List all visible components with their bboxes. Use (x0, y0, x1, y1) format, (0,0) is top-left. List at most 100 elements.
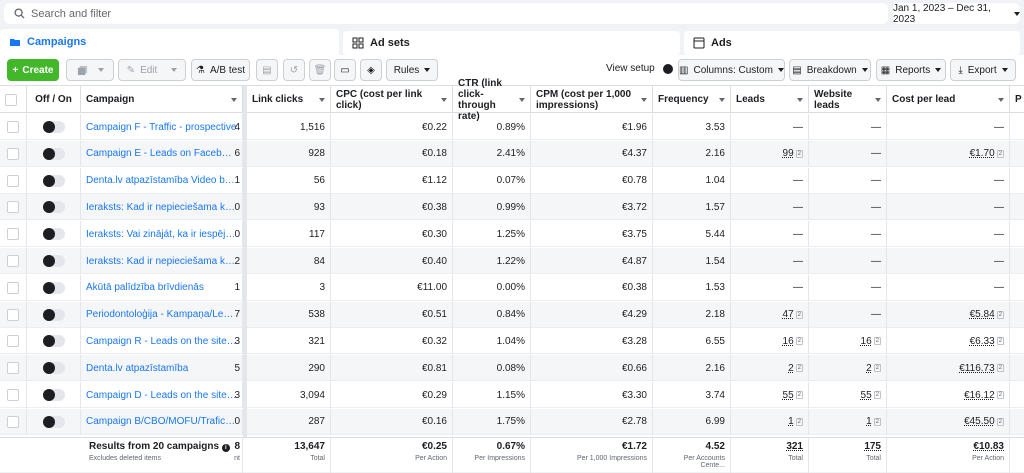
duplicate-button[interactable] (66, 59, 114, 81)
cell-website-leads-value[interactable]: 55 (860, 389, 872, 401)
table-row[interactable]: Periodontoloģija - Kampaņa/Leads Dentist… (0, 301, 1024, 328)
campaign-toggle[interactable] (42, 201, 65, 214)
info-icon[interactable]: i (221, 444, 230, 452)
row-checkbox[interactable] (7, 201, 19, 214)
campaign-toggle[interactable] (42, 281, 65, 294)
row-checkbox[interactable] (7, 415, 19, 428)
row-checkbox[interactable] (7, 335, 19, 348)
tab-adsets[interactable]: Ad sets (343, 31, 680, 55)
reports-button[interactable]: ▦ Reports (876, 59, 946, 81)
export-button[interactable]: ⤓ Export (950, 59, 1016, 81)
campaign-toggle[interactable] (42, 415, 65, 428)
footer-cost-per-lead-value[interactable]: €10.83 (973, 441, 1004, 452)
row-checkbox[interactable] (7, 389, 19, 401)
campaign-toggle[interactable] (42, 362, 65, 375)
header-ctr[interactable]: CTR (link click-through rate) (453, 78, 531, 122)
select-all-checkbox[interactable] (5, 93, 17, 106)
cell-website-leads-value[interactable]: 2 (866, 362, 872, 374)
campaign-link[interactable]: Akūtā palīdzība brīvdienās (86, 282, 204, 294)
cell-leads-value[interactable]: 16 (782, 335, 794, 347)
header-leads[interactable]: Leads (731, 86, 809, 113)
campaign-toggle[interactable] (42, 255, 65, 267)
clipboard-button[interactable]: ▤ (256, 59, 278, 81)
cell-leads-value[interactable]: 47 (782, 309, 794, 321)
table-row[interactable]: Ieraksts: Kad ir nepieciešama kanālu ārs… (0, 248, 1024, 274)
campaign-link[interactable]: Periodontoloģija - Kampaņa/Leads Dentist (86, 309, 237, 321)
view-setup-toggle[interactable]: View setup (606, 63, 673, 74)
cell-cost-per-lead-value[interactable]: €6.33 (969, 335, 995, 347)
table-row[interactable]: Campaign D - Leads on the site - prospec… (0, 382, 1024, 408)
ab-test-button[interactable]: ⚗ A/B test (191, 59, 250, 81)
campaign-link[interactable]: Campaign E - Leads on Facebook - prospec… (86, 148, 237, 160)
tag-button[interactable]: ◈ (360, 59, 382, 81)
row-checkbox[interactable] (7, 228, 19, 241)
create-button[interactable]: + Create (7, 59, 59, 81)
header-cost-per-lead[interactable]: Cost per lead (887, 86, 1010, 113)
campaign-link[interactable]: Denta.lv atpazīstamība Video bērni (86, 175, 237, 187)
row-checkbox[interactable] (7, 174, 19, 187)
campaign-link[interactable]: Campaign D - Leads on the site - prospec… (86, 389, 237, 401)
table-row[interactable]: Campaign E - Leads on Facebook - prospec… (0, 140, 1024, 167)
cell-website-leads-value[interactable]: 1 (866, 416, 872, 428)
header-cpc[interactable]: CPC (cost per link click) (331, 86, 453, 113)
tab-ads[interactable]: Ads (684, 31, 1020, 55)
campaign-toggle[interactable] (42, 308, 65, 321)
campaign-link[interactable]: Campaign R - Leads on the site - remarke… (86, 335, 237, 347)
header-extra[interactable]: P (1010, 86, 1024, 113)
campaign-toggle[interactable] (42, 228, 65, 241)
edit-button[interactable]: ✎ Edit (118, 59, 186, 81)
cell-website-leads-value[interactable]: 16 (860, 335, 872, 347)
date-range-button[interactable]: Jan 1, 2023 – Dec 31, 2023 (893, 3, 1020, 25)
undo-button[interactable]: ↺ (283, 59, 305, 81)
cell-cost-per-lead-value[interactable]: €1.70 (969, 148, 995, 160)
table-row[interactable]: Akūtā palīdzība brīvdienās 1 3 €11.00 0.00% €… (0, 274, 1024, 301)
table-row[interactable]: Campaign F - Traffic - prospective 4 1,516… (0, 114, 1024, 140)
campaign-toggle[interactable] (42, 335, 65, 348)
cell-cost-per-lead-value[interactable]: €45.50 (964, 416, 995, 428)
table-row[interactable]: Ieraksts: Vai zināját, ka ir iespējams s… (0, 221, 1024, 248)
cell-leads-value[interactable]: 1 (788, 416, 794, 428)
campaign-link[interactable]: Campaign F - Traffic - prospective (86, 121, 237, 133)
campaign-link[interactable]: Ieraksts: Kad ir nepieciešama kanālu ārs… (86, 255, 237, 267)
row-checkbox[interactable] (7, 147, 19, 160)
cell-cost-per-lead-value[interactable]: €16.12 (964, 389, 995, 401)
header-cpm[interactable]: CPM (cost per 1,000 impressions) (531, 86, 653, 113)
cell-leads-value[interactable]: 2 (788, 362, 794, 374)
frozen-column-divider[interactable] (243, 86, 247, 472)
delete-button[interactable]: 🗑 (309, 59, 331, 81)
row-checkbox[interactable] (7, 308, 19, 321)
campaign-toggle[interactable] (42, 147, 65, 160)
rules-button[interactable]: Rules (386, 59, 438, 81)
breakdown-button[interactable]: ▤ Breakdown (789, 59, 871, 81)
cell-cost-per-lead-value[interactable]: €116.73 (959, 362, 995, 374)
campaign-link[interactable]: Campaign B/CBO/MOFU/TraficLPW/21.09. (86, 416, 237, 428)
table-row[interactable]: Ieraksts: Kad ir nepieciešama kanālu ārs… (0, 194, 1024, 221)
columns-button[interactable]: ▥ Columns: Custom (678, 59, 785, 81)
table-row[interactable]: Campaign R - Leads on the site - remarke… (0, 328, 1024, 355)
row-checkbox[interactable] (7, 281, 19, 294)
table-row[interactable]: Denta.lv atpazīstamība Video bērni 1 56 €1.… (0, 167, 1024, 194)
cell-cost-per-lead-value[interactable]: €5.84 (969, 309, 995, 321)
tab-campaigns[interactable]: Campaigns (0, 29, 339, 55)
row-checkbox[interactable] (7, 121, 19, 133)
campaign-link[interactable]: Ieraksts: Kad ir nepieciešama kanālu ārs… (86, 201, 237, 213)
footer-leads-value[interactable]: 321 (786, 441, 803, 452)
campaign-link[interactable]: Ieraksts: Vai zināját, ka ir iespējams s… (86, 228, 237, 240)
header-campaign[interactable]: Campaign (81, 86, 243, 113)
campaign-toggle[interactable] (42, 174, 65, 187)
header-website-leads[interactable]: Website leads (809, 86, 887, 113)
row-checkbox[interactable] (7, 362, 19, 375)
table-row[interactable]: Denta.lv atpazīstamība 5 290 €0.81 0.08% €0.6… (0, 355, 1024, 382)
header-frequency[interactable]: Frequency (653, 86, 731, 113)
header-link-clicks[interactable]: Link clicks (247, 86, 331, 113)
cell-leads-value[interactable]: 99 (782, 148, 794, 160)
campaign-toggle[interactable] (42, 389, 65, 401)
search-bar[interactable]: Search and filter (4, 3, 888, 24)
campaign-toggle[interactable] (42, 121, 65, 133)
cell-leads-value[interactable]: 55 (782, 389, 794, 401)
preview-button[interactable]: ▭ (334, 59, 356, 81)
footer-website-leads-value[interactable]: 175 (864, 441, 881, 452)
campaign-link[interactable]: Denta.lv atpazīstamība (86, 362, 189, 374)
row-checkbox[interactable] (7, 255, 19, 267)
table-row[interactable]: Campaign B/CBO/MOFU/TraficLPW/21.09.0 287… (0, 408, 1024, 435)
